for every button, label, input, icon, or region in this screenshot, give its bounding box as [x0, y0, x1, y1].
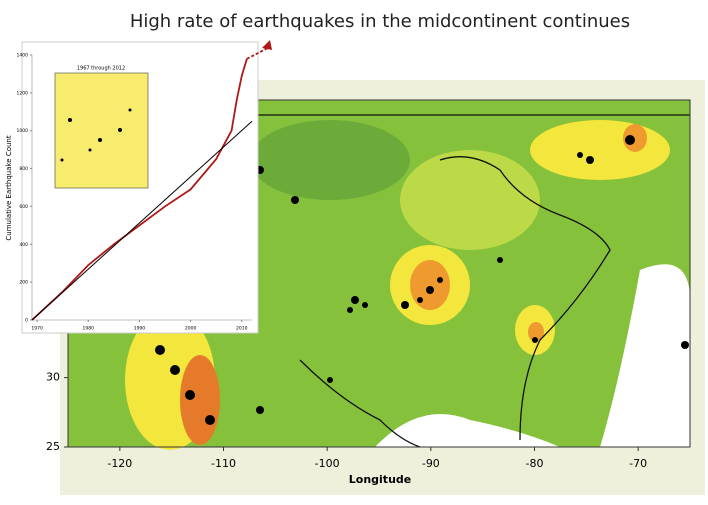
hazard-zone	[400, 150, 540, 250]
x-tick-label: 2010	[236, 326, 248, 332]
inset-chart: 1967 through 2012 Cumulative Earthquake …	[5, 40, 272, 334]
x-tick-label: -70	[629, 457, 647, 470]
line-series	[31, 120, 253, 321]
x-tick-label: -120	[107, 457, 132, 470]
x-axis-label: Longitude	[349, 473, 411, 486]
x-tick-label: -100	[315, 457, 340, 470]
y-axis-label: Cumulative Earthquake Count	[5, 135, 13, 240]
trend-arrow	[246, 47, 269, 60]
y-tick-label: 1200	[17, 90, 29, 96]
page-title: High rate of earthquakes in the midconti…	[130, 11, 630, 32]
x-tick-label: 2000	[185, 326, 197, 332]
x-tick-label: 1980	[83, 326, 95, 332]
x-tick-label: -80	[526, 457, 544, 470]
gulf	[375, 414, 560, 447]
hazard-zone	[180, 355, 220, 445]
x-tick-label: 1990	[134, 326, 146, 332]
hazard-zone	[623, 124, 647, 152]
hazard-zone	[250, 120, 410, 200]
y-tick-label: 400	[19, 242, 28, 248]
y-tick-label: 1000	[17, 128, 29, 134]
y-tick-label: 30	[46, 371, 60, 384]
arrow-head	[262, 40, 272, 50]
x-tick-label: -90	[422, 457, 440, 470]
borders	[258, 114, 690, 448]
inset-map-dots	[60, 108, 132, 162]
x-tick-label: 1970	[31, 326, 43, 332]
earthquake-dots	[155, 135, 689, 425]
hazard-zone	[528, 322, 544, 342]
y-tick-label: 0	[25, 318, 28, 324]
ocean	[600, 264, 690, 447]
y-tick-label: 800	[19, 166, 28, 172]
y-tick-label: 1400	[17, 53, 29, 59]
hazard-zone	[530, 120, 670, 180]
y-tick-label: 600	[19, 204, 28, 210]
x-tick-label: -110	[211, 457, 236, 470]
y-tick-label: 200	[19, 280, 28, 286]
hazard-zone	[410, 260, 450, 310]
y-tick-label: 25	[46, 440, 60, 453]
inset-map-title: 1967 through 2012	[77, 66, 125, 72]
inset-map	[54, 72, 149, 189]
line-series	[31, 58, 248, 321]
